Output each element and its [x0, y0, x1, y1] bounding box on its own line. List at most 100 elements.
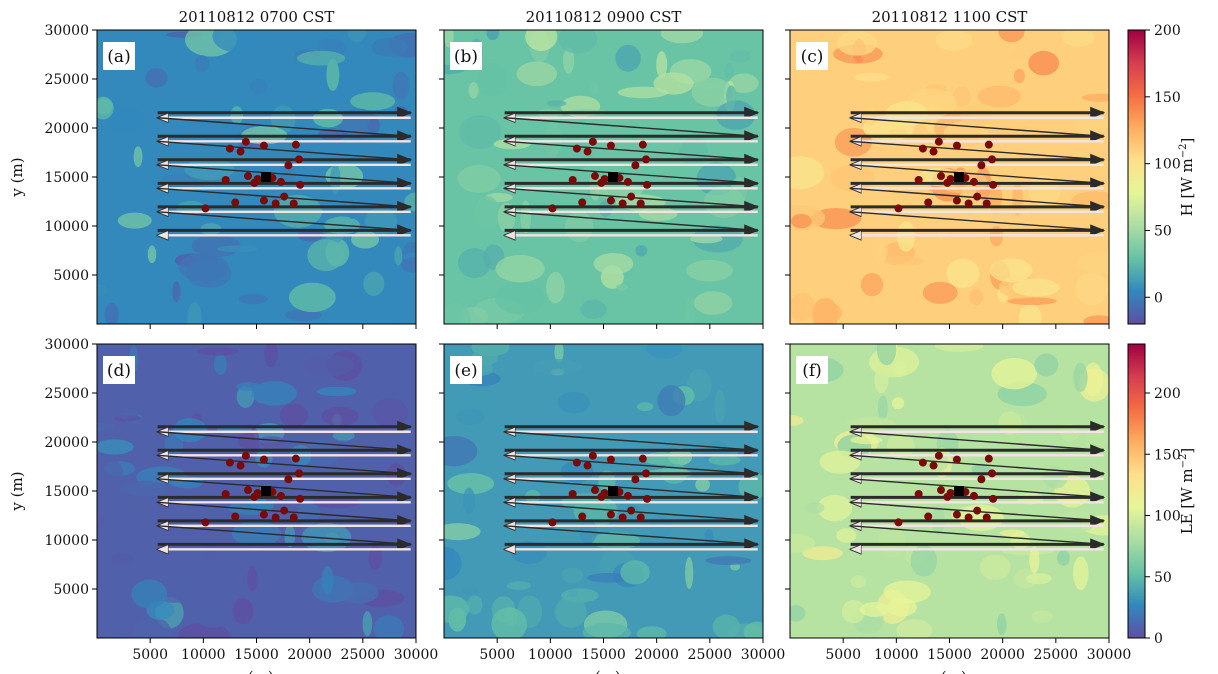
station-marker [969, 177, 978, 186]
station-marker [618, 199, 627, 208]
field-patch [363, 271, 385, 296]
field-patch [486, 30, 500, 41]
colorbar-ramp [1127, 343, 1146, 639]
field-patch [546, 271, 565, 304]
station-marker [623, 491, 632, 500]
field-patch [897, 221, 916, 252]
x-tick-label: 20000 [287, 647, 332, 663]
x-tick-label: 25000 [341, 647, 386, 663]
flight-leg-diagonal [157, 525, 411, 546]
field-patch [303, 354, 355, 376]
field-patch [886, 598, 917, 617]
field-patch [145, 68, 168, 88]
station-marker [284, 161, 293, 170]
field-patch [969, 288, 984, 306]
field-patch [935, 344, 984, 352]
field-patch [203, 544, 217, 561]
field-patch [729, 49, 752, 63]
field-patch [705, 556, 752, 565]
station-marker [568, 175, 577, 184]
field-patch [400, 257, 416, 273]
field-patch [463, 487, 476, 514]
field-patch [729, 73, 759, 94]
x-axis-label: x(m) [586, 668, 620, 674]
field-patch [830, 165, 874, 191]
y-tick-label: 10000 [44, 533, 89, 549]
panel-title: 20110812 1100 CST [872, 8, 1028, 26]
field-patch [1018, 304, 1042, 324]
station-marker [894, 518, 903, 527]
flight-leg-diagonal [850, 211, 1104, 232]
field-patch [444, 302, 471, 324]
colorbar-le: 0 50 100 150 200 LE [W m−2] [1127, 343, 1196, 647]
colorbar-tick-label: 100 [1154, 157, 1181, 173]
field-patch [297, 50, 346, 66]
panel-b: (b) 20110812 0900 CST [439, 8, 764, 329]
field-patch [173, 418, 207, 443]
field-patch [859, 602, 890, 617]
station-marker [201, 518, 210, 527]
station-marker [295, 469, 304, 478]
station-marker [578, 198, 587, 207]
field-patch [468, 81, 479, 99]
station-marker [934, 451, 943, 460]
field-patch [1028, 50, 1059, 76]
panel-label-box [450, 356, 482, 384]
field-patch [810, 208, 862, 230]
field-patch [660, 30, 704, 44]
field-patch [587, 572, 631, 583]
field-patch [841, 599, 866, 624]
station-marker [291, 140, 300, 149]
colorbar-h: 0 50 100 150 200 H [W m−2] [1127, 23, 1196, 325]
field-patch [876, 344, 897, 366]
station-marker [642, 155, 651, 164]
flight-legs [157, 420, 413, 550]
field-patch [555, 596, 587, 628]
field-patch [457, 248, 492, 278]
station-marker [597, 492, 606, 501]
field-patch [97, 458, 123, 485]
field-patch [1013, 68, 1025, 84]
flight-leg-diagonal [504, 211, 758, 232]
field-patch [989, 258, 1033, 283]
flight-leg-diagonal [157, 478, 411, 499]
x-tick-label: 25000 [1034, 647, 1079, 663]
station-marker [568, 489, 577, 498]
field-patch [112, 406, 140, 419]
station-marker [984, 140, 993, 149]
site-marker [261, 486, 272, 496]
field-patch [495, 254, 545, 283]
field-patch [194, 55, 210, 73]
field-patch [227, 500, 272, 515]
field-patch [196, 347, 239, 356]
station-marker [627, 506, 636, 515]
y-axis-label: y (m) [8, 471, 26, 511]
station-marker [894, 204, 903, 213]
field-patch [999, 529, 1025, 537]
field-patch [886, 432, 915, 460]
panel-label: (c) [801, 47, 824, 67]
field-patch [131, 579, 168, 609]
panel-label-box [796, 42, 828, 70]
field-patch [860, 272, 884, 297]
field-patch [394, 246, 403, 266]
flight-leg-diagonal [850, 117, 1104, 137]
station-marker [924, 512, 933, 521]
field-patch [1073, 362, 1088, 393]
site-marker [954, 486, 965, 496]
field-patch [297, 499, 320, 526]
field-patch [558, 30, 598, 54]
field-patch [97, 284, 107, 296]
field-patch [635, 245, 648, 257]
flight-legs [505, 420, 760, 550]
field-patch [230, 106, 244, 125]
field-patch [850, 575, 867, 589]
colorbars: 0 50 100 150 200 H [W m−2] 0 50 100 150 200 LE [W m… [1127, 23, 1196, 647]
station-marker [597, 178, 606, 187]
field-patch [657, 385, 686, 417]
x-axis-label: x(m) [239, 668, 273, 674]
panel-label-box [103, 356, 135, 384]
field-patch [872, 236, 888, 265]
station-marker [236, 147, 245, 156]
station-marker [296, 180, 305, 189]
